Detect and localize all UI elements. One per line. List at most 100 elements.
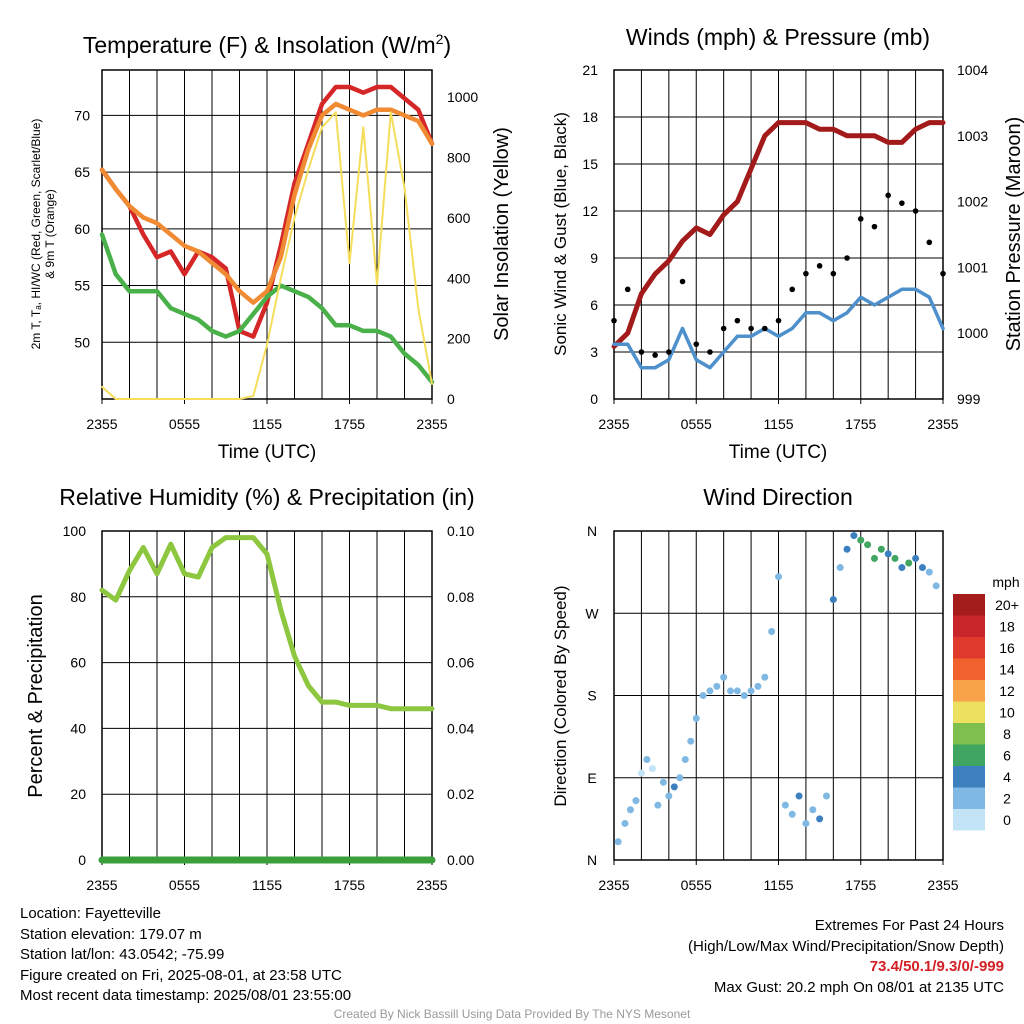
y-tick-label: 40 — [70, 720, 86, 736]
y2-tick-label: 800 — [447, 150, 471, 166]
direction-point — [898, 564, 906, 572]
direction-point — [637, 769, 645, 777]
direction-point — [648, 765, 656, 773]
direction-point — [626, 806, 634, 814]
plot-panel-3 — [101, 530, 433, 865]
y2-tick-label: 0.00 — [447, 852, 474, 868]
direction-point — [795, 792, 803, 800]
y-tick-label: 0 — [590, 391, 598, 407]
gust-point — [611, 317, 617, 324]
y2-tick-label: 0.02 — [447, 786, 474, 802]
series-line-rh — [99, 535, 435, 712]
y2-tick-label: 0.08 — [447, 589, 474, 605]
y2-tick-label: 1000 — [447, 89, 478, 105]
x-tick-label: 2355 — [416, 877, 447, 893]
direction-point — [809, 806, 817, 814]
gust-point — [885, 192, 891, 199]
y-tick-label: 6 — [590, 297, 598, 313]
x-tick-label: 0555 — [681, 877, 712, 893]
y2-tick-label: 0.04 — [447, 720, 474, 736]
gust-point — [871, 223, 878, 230]
y-tick-label: 100 — [63, 523, 87, 539]
direction-point — [850, 532, 858, 540]
direction-point — [740, 692, 748, 699]
chart-title: Relative Humidity (%) & Precipitation (i… — [59, 484, 474, 510]
direction-point — [614, 838, 622, 846]
direction-point — [654, 801, 662, 809]
x-tick-label: 1155 — [763, 877, 793, 893]
y2-tick-label: 0.06 — [447, 655, 474, 671]
colorbar-label: 0 — [1003, 812, 1011, 828]
direction-point — [643, 755, 651, 763]
gust-point — [926, 239, 933, 246]
direction-point — [918, 564, 926, 572]
plot-panel-1 — [101, 69, 433, 404]
chart-title: Temperature (F) & Insolation (W/m2) — [83, 31, 451, 58]
y-tick-label: 60 — [70, 655, 86, 671]
direction-point — [891, 554, 899, 562]
y-axis-label-2: & 9m T (Orange) — [43, 189, 57, 279]
x-tick-label: 1155 — [252, 416, 282, 432]
chart-title: Winds (mph) & Pressure (mb) — [626, 24, 930, 50]
station-elevation: Station elevation: 179.07 m — [20, 925, 202, 943]
y2-tick-label: 400 — [447, 270, 471, 286]
gust-point — [679, 278, 686, 285]
colorbar-swatch — [953, 615, 985, 637]
direction-point — [727, 687, 735, 695]
y2-tick-label: 999 — [957, 391, 981, 407]
y2-tick-label: 1000 — [957, 325, 988, 341]
y-tick-label: N — [587, 523, 597, 539]
x-tick-label: 2355 — [86, 416, 117, 432]
plot-panel-2 — [613, 69, 944, 404]
gust-point — [899, 200, 905, 206]
colorbar-swatch — [953, 658, 985, 680]
y2-tick-label: 0 — [447, 391, 455, 407]
x-axis-label: Time (UTC) — [729, 442, 828, 463]
gust-point — [912, 208, 919, 214]
y-tick-label: 0 — [78, 852, 86, 868]
direction-point — [665, 792, 673, 800]
colorbar-swatch — [953, 744, 985, 766]
gust-point — [830, 270, 837, 277]
gust-point — [734, 317, 741, 324]
extremes-info: Extremes For Past 24 Hours (High/Low/Max… — [688, 916, 1004, 998]
gust-point — [857, 216, 864, 222]
chart-title-main: Temperature (F) & Insolation (W/m — [83, 32, 436, 58]
direction-point — [802, 819, 810, 827]
direction-point — [676, 774, 684, 782]
direction-point — [932, 582, 940, 590]
colorbar-swatch — [953, 766, 985, 788]
colorbar-label: 6 — [1003, 748, 1011, 764]
gust-point — [940, 270, 946, 277]
recent-data-timestamp: Most recent data timestamp: 2025/08/01 2… — [20, 987, 352, 1004]
colorbar-swatch — [953, 809, 985, 831]
x-tick-label: 0555 — [169, 416, 200, 432]
colorbar-swatch — [953, 594, 985, 616]
y-tick-label: 20 — [70, 786, 86, 802]
colorbar-swatch — [953, 637, 985, 659]
y-axis-label: Sonic Wind & Gust (Blue, Black) — [551, 112, 570, 356]
colorbar-swatch — [953, 701, 985, 723]
gust-point — [720, 325, 727, 332]
station-latlon: Station lat/lon: 43.0542; -75.99 — [20, 946, 225, 963]
colorbar-label: 4 — [1003, 769, 1011, 785]
x-tick-label: 2355 — [927, 877, 958, 893]
colorbar-swatch — [953, 723, 985, 745]
y2-tick-label: 600 — [447, 210, 471, 226]
direction-point — [768, 628, 776, 636]
credit-line: Created By Nick Bassill Using Data Provi… — [333, 1007, 691, 1021]
y2-tick-label: 1002 — [957, 194, 988, 210]
chart-title-end: ) — [443, 32, 451, 58]
colorbar-label: 20+ — [995, 597, 1019, 613]
direction-point — [632, 797, 640, 805]
x-tick-label: 1755 — [845, 877, 876, 893]
direction-point — [706, 687, 714, 695]
x-tick-label: 1155 — [763, 416, 793, 432]
x-tick-label: 1155 — [252, 877, 282, 893]
colorbar-unit: mph — [992, 574, 1019, 590]
gust-point — [666, 349, 672, 355]
gust-point — [816, 263, 823, 269]
max-gust: Max Gust: 20.2 mph On 08/01 at 2135 UTC — [713, 978, 1004, 996]
series-line-2m-t — [99, 84, 435, 339]
